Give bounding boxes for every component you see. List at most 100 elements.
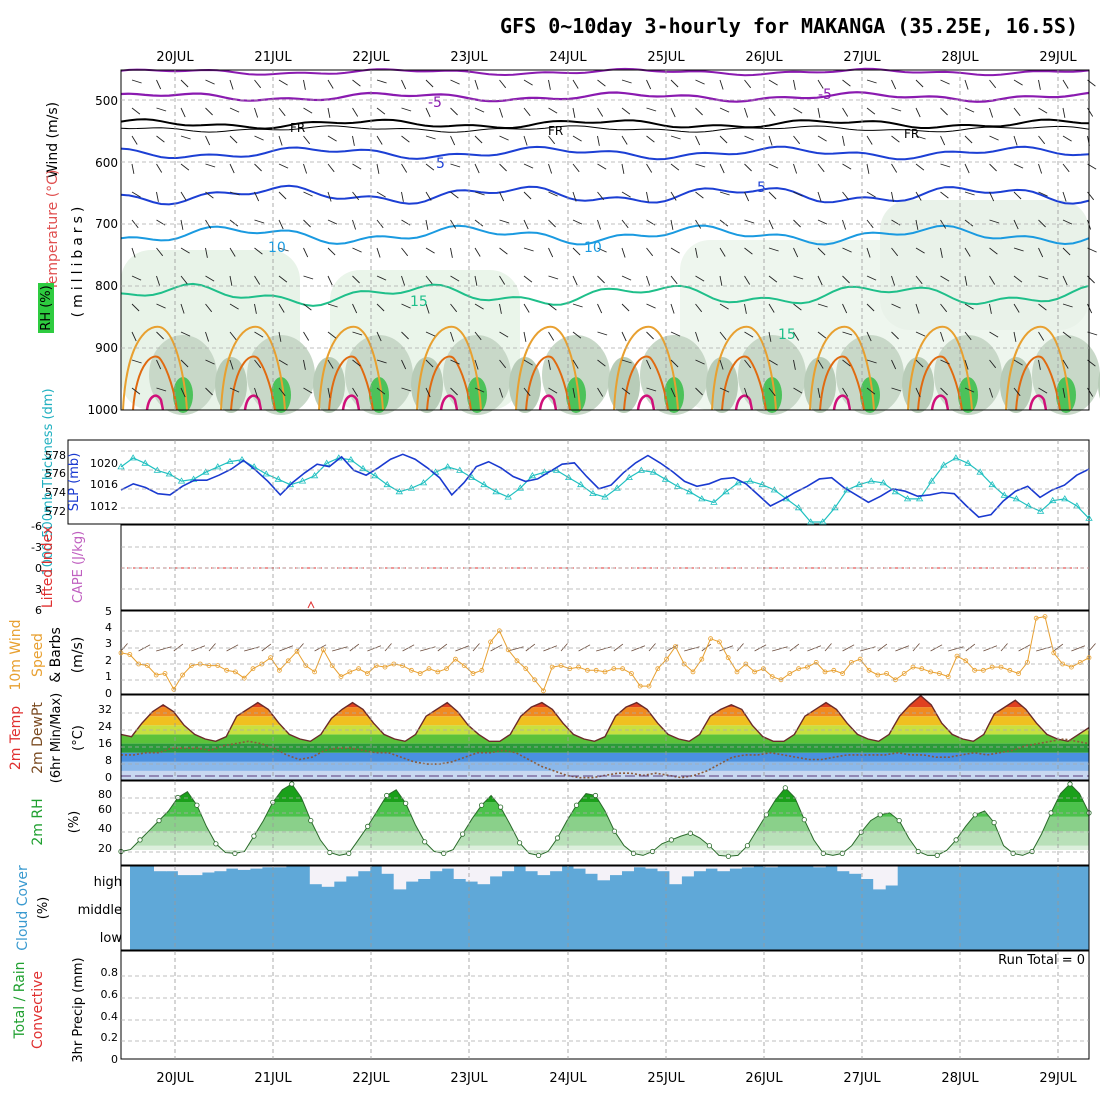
wind10-point — [171, 686, 177, 692]
wind-barb — [572, 79, 579, 89]
wind-barb — [180, 331, 191, 337]
wind10-point — [989, 664, 995, 670]
wind10-point — [664, 656, 669, 662]
wind-barb — [1038, 303, 1047, 311]
wind-barb — [597, 107, 604, 117]
cloud-high-gap — [249, 866, 263, 869]
wind-barb — [842, 247, 852, 253]
wind-barb — [450, 135, 456, 146]
wind-barb — [548, 191, 558, 197]
wind-barb — [940, 79, 950, 85]
rh-point — [497, 804, 504, 810]
contour-label: -5 — [818, 87, 832, 103]
y-tick: 2 — [105, 654, 112, 667]
wind-barb — [621, 275, 632, 281]
wind-barb — [327, 107, 331, 118]
wind10-point — [1051, 650, 1057, 656]
cloud-high-gap — [717, 866, 730, 872]
cloud-high-gap — [201, 866, 215, 873]
cloud-high-gap — [861, 866, 874, 879]
wind-barb — [548, 79, 551, 90]
wind-barb — [548, 107, 558, 114]
wind-barb — [352, 303, 358, 314]
thickness-line — [120, 457, 1090, 523]
wind-barb — [229, 191, 240, 196]
wind-barb — [499, 387, 504, 398]
cloud-high-gap — [177, 866, 191, 876]
wind-barb — [891, 303, 901, 309]
wind-barb — [425, 219, 429, 230]
wind-barb — [548, 219, 556, 228]
upper-air-panel: 500 600 700 800 900 1000 Wind (m/s) Temp… — [38, 67, 1100, 417]
wind10-barb — [1088, 643, 1096, 652]
wind-barb — [523, 275, 533, 283]
wind10-point — [488, 639, 494, 645]
wind-barb — [891, 107, 902, 112]
cloud-high-gap — [489, 866, 503, 877]
wind-barb — [303, 163, 308, 174]
wind-barb — [940, 331, 945, 342]
date-label: 29JUL — [1039, 50, 1077, 65]
wind-barb — [156, 79, 162, 90]
y-tick: 800 — [95, 279, 118, 293]
wind-barb — [229, 163, 235, 174]
rh-point — [1029, 848, 1035, 855]
wind-barb — [474, 79, 479, 90]
wind-barb — [327, 219, 338, 225]
wind-barb — [180, 247, 190, 254]
wind-barb — [474, 163, 480, 174]
wind-barb — [205, 247, 208, 258]
wind-barb — [817, 135, 827, 142]
precip-panel-frame — [120, 950, 1090, 1060]
wind-barb — [376, 135, 383, 145]
wind-barb — [891, 163, 898, 173]
contour-line — [917, 355, 963, 411]
wind10-barb — [860, 646, 876, 652]
wind10-point — [717, 639, 722, 645]
wind-barb — [278, 359, 288, 366]
wind-barb — [989, 331, 999, 338]
wind10-y-ticks: 0 1 2 3 4 5 — [105, 605, 112, 700]
wind10-point — [549, 664, 555, 670]
wind10-barb — [156, 646, 172, 652]
wind10-point — [602, 669, 608, 675]
wind10-point — [822, 669, 828, 675]
wind-barb — [817, 107, 821, 118]
slp-line — [120, 453, 1090, 518]
wind10-point — [998, 664, 1004, 670]
y-tick: 0.2 — [101, 1031, 119, 1044]
wind10-point — [514, 658, 520, 664]
wind-barb — [695, 359, 705, 365]
y-tick: 1016 — [90, 478, 118, 491]
wind-barb — [327, 303, 338, 308]
y-tick: 576 — [45, 467, 66, 480]
rh2m-panel-frame — [120, 780, 1090, 866]
wind10-point — [884, 671, 889, 676]
wind-barb — [1013, 191, 1022, 200]
dewpt-line — [121, 738, 1090, 779]
wind-barb — [180, 219, 184, 230]
wind10-point — [356, 666, 362, 672]
rh-shade-green — [958, 377, 978, 413]
date-label: 20JUL — [156, 1071, 194, 1086]
wind-barb — [621, 163, 625, 174]
wind-barb — [278, 219, 284, 230]
cloud-high-gap — [357, 866, 371, 872]
wind-barb — [376, 387, 386, 395]
cloud-high-gap — [849, 866, 862, 874]
thickness-label: 1000-500mb Thickness (dm) — [41, 388, 56, 575]
wind10-barb — [648, 643, 656, 652]
wind-barb — [842, 219, 847, 230]
contour-line — [132, 355, 178, 411]
wind-barb — [1062, 107, 1066, 118]
cloud-high-gap — [633, 866, 646, 868]
wind-barb — [523, 331, 527, 342]
wind10-point — [840, 671, 845, 676]
wind-barb — [915, 387, 921, 398]
y-tick: -6 — [31, 520, 42, 533]
wind10-barb — [455, 645, 470, 652]
y-tick: 4 — [105, 621, 112, 634]
wind-barb — [254, 135, 264, 141]
upper-label-rh: RH (%) — [39, 285, 54, 330]
upper-label-millibars: (millibars) — [70, 203, 86, 318]
